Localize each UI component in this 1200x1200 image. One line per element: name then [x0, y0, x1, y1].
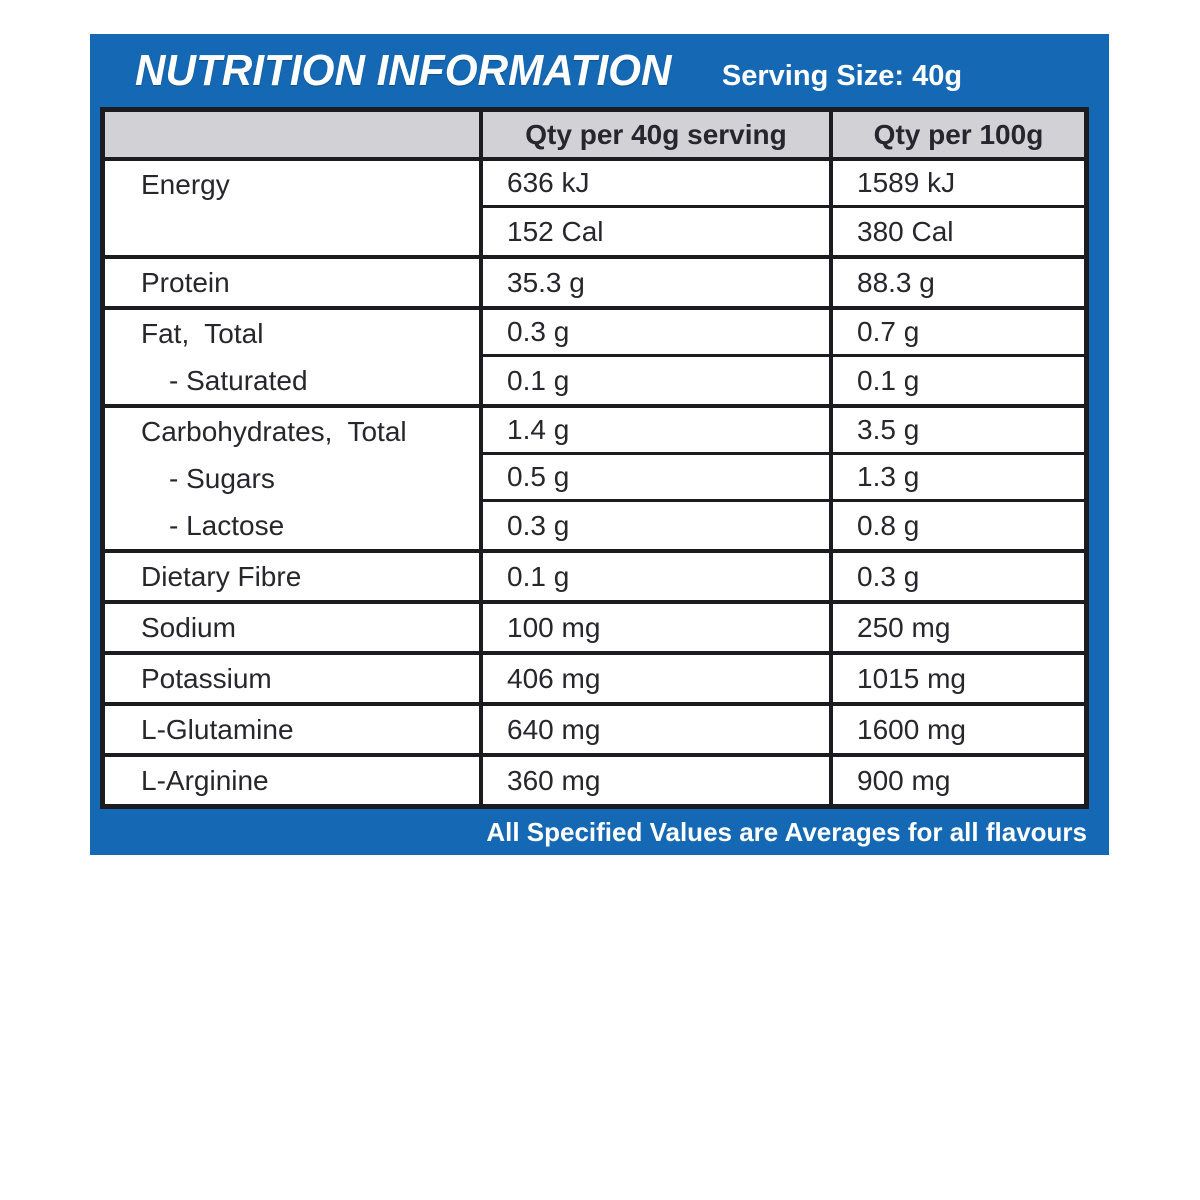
qty-per-100g-value: 3.5 g: [857, 414, 920, 445]
panel-titlebar: NUTRITION INFORMATION Serving Size: 40g: [90, 34, 1109, 107]
nutrient-label-cell: Fat, Total - Saturated: [105, 310, 483, 404]
table-row: 406 mg 1015 mg: [483, 655, 1084, 702]
nutrient-group-dietary-fibre: Dietary Fibre 0.1 g 0.3 g: [105, 553, 1084, 604]
nutrient-group-potassium: Potassium 406 mg 1015 mg: [105, 655, 1084, 706]
nutrient-label: Protein: [141, 266, 230, 298]
table-row: 100 mg 250 mg: [483, 604, 1084, 651]
qty-per-serving-value: 0.1 g: [483, 553, 833, 600]
qty-per-serving-value: 35.3 g: [483, 259, 833, 306]
nutrient-label-cell: L-Glutamine: [105, 706, 483, 753]
table-row: 152 Cal 380 Cal: [483, 208, 1084, 255]
nutrient-label: Sodium: [141, 611, 236, 643]
qty-per-100g-value: 88.3 g: [857, 266, 935, 298]
nutrient-group-l-arginine: L-Arginine 360 mg 900 mg: [105, 757, 1084, 804]
qty-per-100g-value: 250 mg: [857, 611, 951, 643]
qty-per-100g-value: 0.3 g: [857, 560, 920, 592]
qty-per-100g-value: 1015 mg: [857, 662, 966, 694]
nutrient-values: 640 mg 1600 mg: [483, 706, 1084, 753]
nutrient-values: 35.3 g 88.3 g: [483, 259, 1084, 306]
nutrient-label-cell: L-Arginine: [105, 757, 483, 804]
qty-per-serving-value: 0.3 g: [483, 310, 833, 354]
header-cell-qty-per-serving: Qty per 40g serving: [483, 112, 833, 157]
table-body: Energy 636 kJ 1589 kJ 152 Cal 380 Cal Protein…: [105, 161, 1084, 804]
header-cell-nutrient: [105, 112, 483, 157]
nutrient-label-cell: Sodium: [105, 604, 483, 651]
nutrition-panel: NUTRITION INFORMATION Serving Size: 40g …: [90, 34, 1109, 855]
nutrient-label: Potassium: [141, 662, 272, 694]
nutrient-label: - Sugars: [169, 462, 275, 494]
nutrient-label: - Lactose: [169, 509, 285, 541]
nutrient-group-l-glutamine: L-Glutamine 640 mg 1600 mg: [105, 706, 1084, 757]
nutrient-label: [105, 208, 479, 255]
qty-per-serving-value: 636 kJ: [483, 161, 833, 205]
qty-per-serving-value: 360 mg: [483, 757, 833, 804]
table-row: 0.3 g 0.7 g: [483, 310, 1084, 357]
nutrient-values: 100 mg 250 mg: [483, 604, 1084, 651]
table-row: 640 mg 1600 mg: [483, 706, 1084, 753]
qty-per-serving-value: 100 mg: [483, 604, 833, 651]
qty-per-serving-value: 0.3 g: [483, 502, 833, 549]
nutrient-label: - Saturated: [169, 364, 308, 396]
nutrient-label: Fat, Total: [141, 317, 264, 349]
nutrient-group-energy: Energy 636 kJ 1589 kJ 152 Cal 380 Cal: [105, 161, 1084, 259]
qty-per-serving-value: 0.5 g: [483, 455, 833, 499]
serving-size-label: Serving Size: 40g: [721, 60, 963, 92]
nutrient-label-cell: Protein: [105, 259, 483, 306]
qty-per-100g-value: 1.3 g: [857, 461, 920, 492]
nutrient-label-cell: Energy: [105, 161, 483, 255]
nutrient-label: L-Glutamine: [141, 713, 294, 745]
table-row: 0.5 g 1.3 g: [483, 455, 1084, 502]
nutrient-values: 406 mg 1015 mg: [483, 655, 1084, 702]
nutrient-group-protein: Protein 35.3 g 88.3 g: [105, 259, 1084, 310]
nutrient-group-fat: Fat, Total - Saturated 0.3 g 0.7 g 0.1 g 0.1 …: [105, 310, 1084, 408]
nutrient-label-cell: Dietary Fibre: [105, 553, 483, 600]
nutrition-table: Qty per 40g serving Qty per 100g Energy 6…: [100, 107, 1089, 809]
table-row: 0.1 g 0.1 g: [483, 357, 1084, 404]
qty-per-serving-value: 0.1 g: [483, 357, 833, 404]
table-row: 360 mg 900 mg: [483, 757, 1084, 804]
nutrient-values: 636 kJ 1589 kJ 152 Cal 380 Cal: [483, 161, 1084, 255]
nutrient-label: Energy: [141, 168, 230, 200]
qty-per-100g-value: 0.7 g: [857, 316, 920, 347]
nutrient-label: L-Arginine: [141, 764, 269, 796]
qty-per-serving-value: 152 Cal: [483, 208, 833, 255]
qty-per-100g-value: 0.1 g: [857, 364, 920, 396]
table-row: 35.3 g 88.3 g: [483, 259, 1084, 306]
footer-note: All Specified Values are Averages for al…: [486, 816, 1087, 847]
qty-per-100g-value: 900 mg: [857, 764, 951, 796]
table-row: 0.1 g 0.3 g: [483, 553, 1084, 600]
qty-per-100g-value: 1589 kJ: [857, 167, 956, 198]
nutrient-label-cell: Carbohydrates, Total - Sugars - Lactose: [105, 408, 483, 549]
nutrient-values: 0.1 g 0.3 g: [483, 553, 1084, 600]
qty-per-100g-value: 0.8 g: [857, 509, 920, 541]
nutrient-label: Carbohydrates, Total: [141, 415, 407, 447]
table-row: 1.4 g 3.5 g: [483, 408, 1084, 455]
table-header-row: Qty per 40g serving Qty per 100g: [105, 112, 1084, 161]
qty-per-serving-value: 1.4 g: [483, 408, 833, 452]
nutrient-values: 360 mg 900 mg: [483, 757, 1084, 804]
table-row: 636 kJ 1589 kJ: [483, 161, 1084, 208]
qty-per-100g-value: 1600 mg: [857, 713, 966, 745]
nutrient-group-sodium: Sodium 100 mg 250 mg: [105, 604, 1084, 655]
nutrient-values: 0.3 g 0.7 g 0.1 g 0.1 g: [483, 310, 1084, 404]
nutrient-group-carbohydrates: Carbohydrates, Total - Sugars - Lactose 1.4…: [105, 408, 1084, 553]
qty-per-serving-value: 406 mg: [483, 655, 833, 702]
header-cell-qty-per-100g: Qty per 100g: [873, 118, 1044, 150]
table-row: 0.3 g 0.8 g: [483, 502, 1084, 549]
panel-title: NUTRITION INFORMATION: [135, 46, 672, 95]
nutrient-label-cell: Potassium: [105, 655, 483, 702]
qty-per-serving-value: 640 mg: [483, 706, 833, 753]
nutrient-label: Dietary Fibre: [141, 560, 302, 592]
nutrient-values: 1.4 g 3.5 g 0.5 g 1.3 g 0.3 g 0.8 g: [483, 408, 1084, 549]
qty-per-100g-value: 380 Cal: [857, 215, 954, 247]
